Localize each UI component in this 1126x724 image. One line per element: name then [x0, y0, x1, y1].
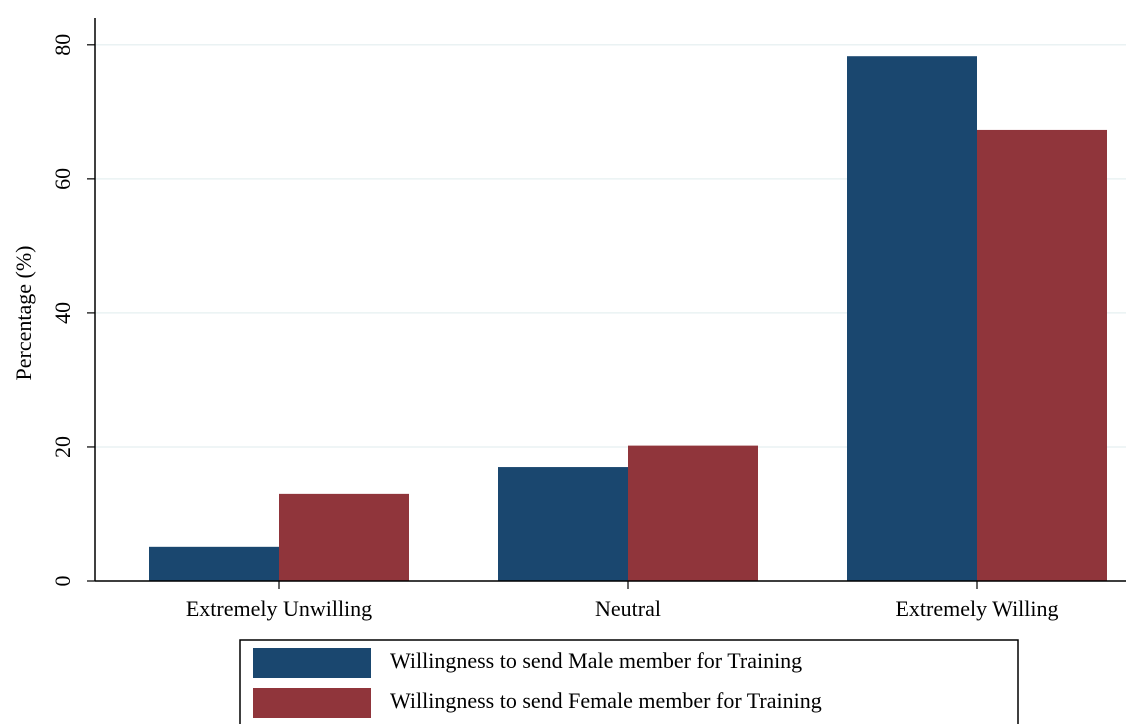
y-tick-label: 60 [50, 168, 75, 190]
legend-label: Willingness to send Male member for Trai… [390, 648, 802, 673]
bar [847, 56, 977, 582]
y-tick-label: 0 [50, 576, 75, 587]
x-tick-label: Extremely Willing [895, 596, 1058, 621]
legend-box [239, 639, 1019, 724]
bar [977, 129, 1107, 582]
bar [149, 546, 279, 581]
x-tick-label: Neutral [595, 596, 661, 621]
y-axis-label: Percentage (%) [11, 246, 36, 381]
y-tick-label: 80 [50, 34, 75, 56]
legend-swatch [253, 688, 371, 718]
legend-swatch [253, 648, 371, 678]
bar [628, 445, 758, 581]
bar [498, 467, 628, 581]
legend-label: Willingness to send Female member for Tr… [390, 688, 822, 713]
y-tick-label: 40 [50, 302, 75, 324]
bar [279, 493, 409, 581]
y-tick-label: 20 [50, 436, 75, 458]
x-tick-label: Extremely Unwilling [186, 596, 372, 621]
